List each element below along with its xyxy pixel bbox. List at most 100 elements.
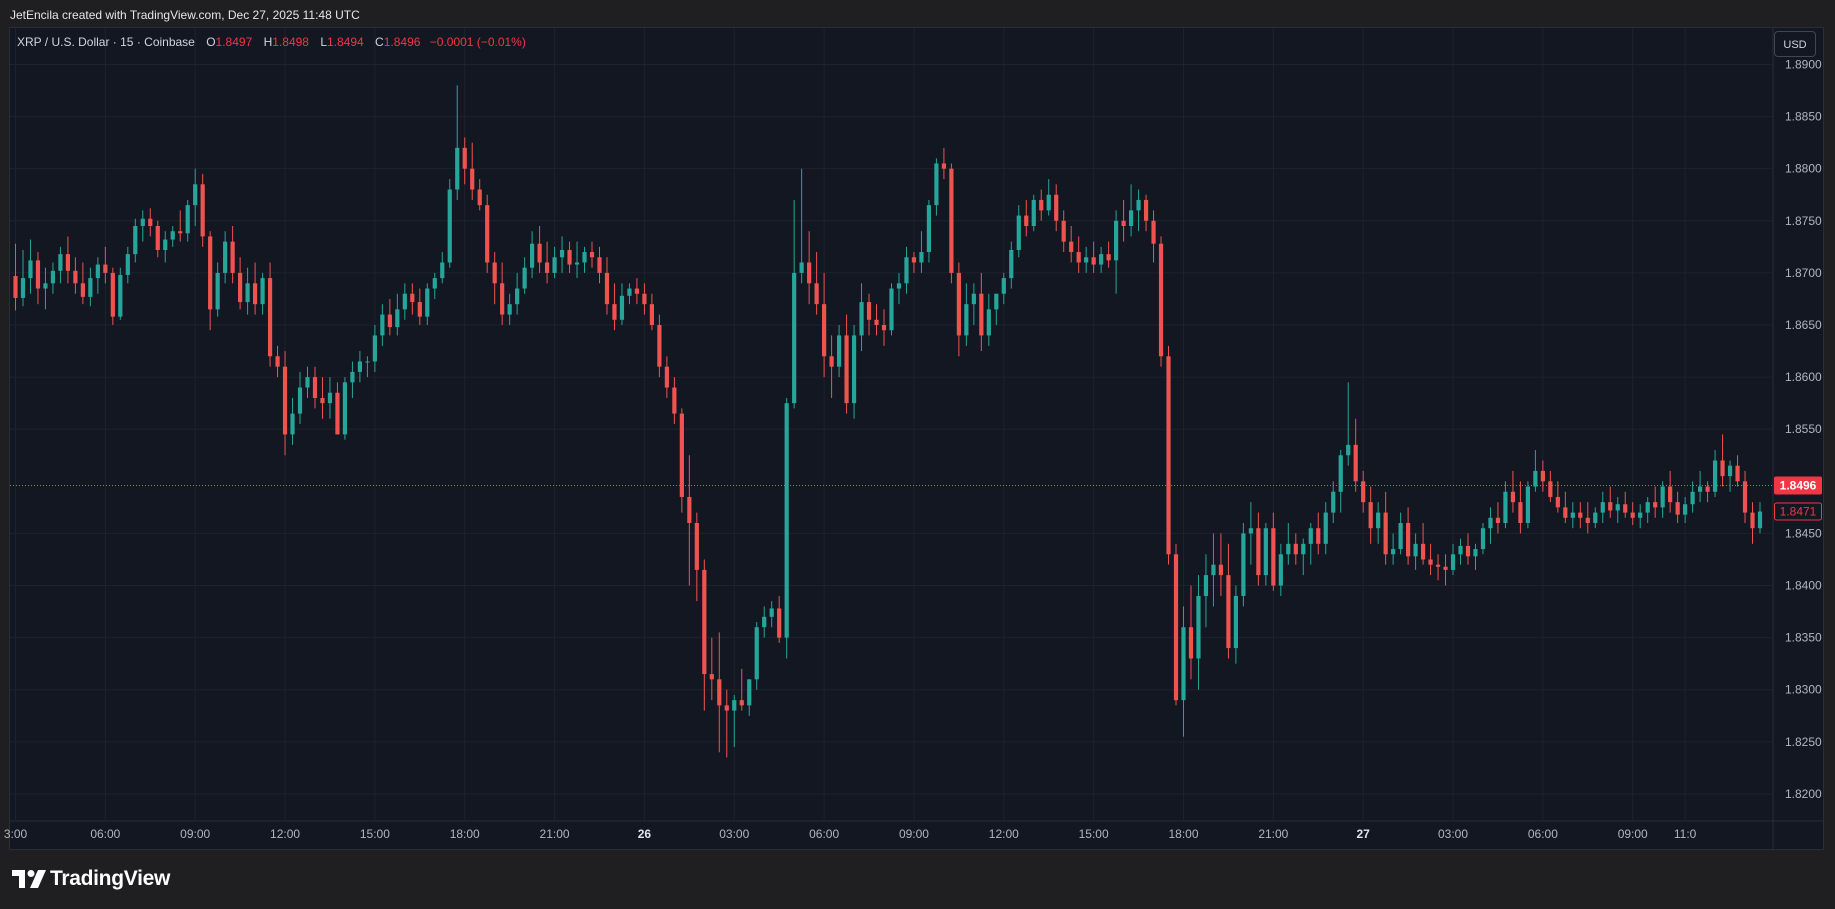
candle-body[interactable] bbox=[1061, 220, 1066, 242]
candle-body[interactable] bbox=[1675, 502, 1680, 515]
candle-body[interactable] bbox=[1555, 496, 1560, 508]
candle-body[interactable] bbox=[1406, 523, 1411, 557]
candle-body[interactable] bbox=[702, 569, 707, 675]
candle-body[interactable] bbox=[103, 264, 108, 273]
candle-body[interactable] bbox=[1465, 545, 1471, 557]
candle-body[interactable] bbox=[1158, 243, 1164, 357]
candle-body[interactable] bbox=[140, 218, 145, 226]
candle-body[interactable] bbox=[1196, 595, 1201, 659]
candle-body[interactable] bbox=[95, 264, 100, 279]
candle-body[interactable] bbox=[762, 616, 767, 628]
candle-body[interactable] bbox=[1540, 470, 1545, 482]
candle-body[interactable] bbox=[1226, 575, 1231, 649]
candle-body[interactable] bbox=[470, 168, 475, 190]
candle-body[interactable] bbox=[1211, 564, 1216, 576]
candle-body[interactable] bbox=[65, 254, 71, 271]
candle-body[interactable] bbox=[118, 274, 123, 317]
candle-body[interactable] bbox=[1503, 491, 1508, 523]
candle-body[interactable] bbox=[634, 288, 640, 294]
candle-body[interactable] bbox=[807, 262, 812, 284]
candle-body[interactable] bbox=[305, 377, 310, 388]
candle-body[interactable] bbox=[604, 272, 610, 305]
candle-body[interactable] bbox=[1368, 502, 1373, 529]
candle-body[interactable] bbox=[971, 293, 976, 305]
candle-body[interactable] bbox=[874, 319, 879, 325]
candle-body[interactable] bbox=[1623, 504, 1628, 513]
candle-body[interactable] bbox=[537, 243, 542, 263]
candle-body[interactable] bbox=[1151, 220, 1156, 244]
candle-body[interactable] bbox=[1705, 486, 1710, 492]
candle-body[interactable] bbox=[1143, 199, 1149, 221]
candle-body[interactable] bbox=[1653, 502, 1658, 508]
candle-body[interactable] bbox=[1458, 545, 1463, 555]
candle-body[interactable] bbox=[133, 226, 138, 255]
candle-body[interactable] bbox=[275, 356, 280, 367]
candle-body[interactable] bbox=[1630, 512, 1635, 518]
candle-body[interactable] bbox=[694, 523, 699, 570]
candle-body[interactable] bbox=[619, 295, 625, 320]
candle-body[interactable] bbox=[1383, 512, 1388, 555]
candle-body[interactable] bbox=[1608, 502, 1613, 511]
candle-body[interactable] bbox=[1114, 220, 1119, 261]
candle-body[interactable] bbox=[949, 168, 954, 273]
candle-body[interactable] bbox=[43, 283, 48, 289]
candle-body[interactable] bbox=[1128, 210, 1134, 226]
candle-body[interactable] bbox=[1413, 543, 1418, 557]
candle-body[interactable] bbox=[1046, 194, 1051, 211]
candle-body[interactable] bbox=[956, 272, 961, 336]
candle-body[interactable] bbox=[372, 335, 377, 362]
candle-body[interactable] bbox=[679, 413, 684, 497]
candle-body[interactable] bbox=[1615, 504, 1620, 511]
candle-body[interactable] bbox=[896, 283, 902, 289]
candle-body[interactable] bbox=[365, 361, 370, 363]
candle-body[interactable] bbox=[934, 163, 939, 206]
candle-body[interactable] bbox=[185, 205, 190, 234]
candle-body[interactable] bbox=[530, 243, 535, 268]
candle-body[interactable] bbox=[1443, 566, 1448, 570]
candle-body[interactable] bbox=[1735, 465, 1740, 482]
candle-body[interactable] bbox=[926, 205, 932, 253]
candle-body[interactable] bbox=[1173, 554, 1179, 701]
candle-body[interactable] bbox=[589, 252, 595, 258]
candle-body[interactable] bbox=[432, 278, 437, 289]
candle-body[interactable] bbox=[1218, 564, 1224, 576]
candle-body[interactable] bbox=[739, 700, 744, 706]
candle-body[interactable] bbox=[260, 278, 265, 305]
candle-body[interactable] bbox=[1039, 199, 1044, 211]
candle-body[interactable] bbox=[612, 304, 617, 320]
chart-frame[interactable] bbox=[9, 27, 1824, 850]
candle-body[interactable] bbox=[814, 283, 819, 305]
candle-body[interactable] bbox=[297, 387, 303, 414]
candle-body[interactable] bbox=[642, 293, 647, 305]
candle-body[interactable] bbox=[58, 254, 63, 271]
candle-body[interactable] bbox=[709, 674, 714, 680]
candle-body[interactable] bbox=[170, 231, 175, 240]
candle-body[interactable] bbox=[155, 226, 160, 250]
candle-body[interactable] bbox=[350, 371, 355, 383]
candle-body[interactable] bbox=[455, 147, 460, 190]
candle-body[interactable] bbox=[312, 377, 318, 398]
candle-body[interactable] bbox=[320, 397, 325, 404]
candle-body[interactable] bbox=[1698, 486, 1703, 492]
candle-body[interactable] bbox=[1203, 575, 1209, 596]
candle-body[interactable] bbox=[492, 262, 497, 284]
candle-body[interactable] bbox=[1720, 460, 1725, 477]
candle-body[interactable] bbox=[28, 260, 33, 279]
candle-body[interactable] bbox=[1593, 512, 1598, 523]
candle-body[interactable] bbox=[163, 239, 168, 250]
candle-body[interactable] bbox=[1346, 444, 1351, 456]
candle-body[interactable] bbox=[380, 314, 385, 336]
candle-body[interactable] bbox=[402, 293, 407, 310]
candle-body[interactable] bbox=[1668, 486, 1673, 503]
candle-body[interactable] bbox=[836, 335, 842, 367]
candle-body[interactable] bbox=[552, 257, 557, 273]
candle-body[interactable] bbox=[1091, 257, 1096, 265]
candle-body[interactable] bbox=[1533, 470, 1538, 487]
candle-body[interactable] bbox=[941, 163, 947, 169]
tradingview-logo[interactable]: TradingView bbox=[12, 866, 170, 892]
candle-body[interactable] bbox=[732, 700, 737, 711]
candle-body[interactable] bbox=[50, 270, 56, 284]
candle-body[interactable] bbox=[784, 403, 789, 638]
candle-body[interactable] bbox=[1188, 627, 1194, 659]
candle-body[interactable] bbox=[889, 288, 894, 331]
